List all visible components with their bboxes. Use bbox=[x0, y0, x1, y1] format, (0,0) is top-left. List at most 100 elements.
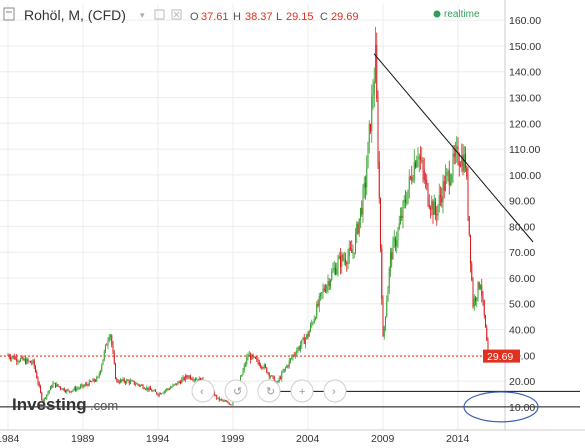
candle-body bbox=[392, 240, 394, 260]
candle-body bbox=[62, 388, 64, 390]
candle-body bbox=[156, 392, 158, 395]
candle-body bbox=[397, 229, 399, 241]
reset-icon[interactable]: ↻ bbox=[257, 379, 281, 403]
candle-body bbox=[131, 380, 133, 382]
candle-body bbox=[177, 381, 179, 385]
candle-body bbox=[345, 259, 346, 264]
candle-body bbox=[485, 315, 486, 328]
candle-body bbox=[425, 179, 426, 181]
candle-body bbox=[53, 382, 55, 384]
candle-body bbox=[71, 390, 73, 393]
x-tick-label: 2014 bbox=[446, 433, 470, 445]
forward-icon[interactable]: › bbox=[323, 379, 347, 403]
candle-body bbox=[426, 179, 428, 185]
candle-body bbox=[407, 189, 409, 203]
zoom-in-icon[interactable]: + bbox=[290, 379, 314, 403]
candle-body bbox=[260, 365, 261, 367]
candle-body bbox=[272, 375, 274, 377]
candle-body bbox=[158, 393, 160, 396]
rewind-icon[interactable]: ↺ bbox=[224, 379, 248, 403]
candle-body bbox=[122, 378, 124, 381]
candle-body bbox=[163, 391, 165, 393]
candle-body bbox=[113, 352, 115, 364]
candle-body bbox=[116, 378, 118, 381]
candle-body bbox=[325, 290, 326, 292]
candle-body bbox=[363, 182, 365, 189]
candle-body bbox=[290, 358, 291, 361]
candle-body bbox=[368, 123, 370, 143]
candle-body bbox=[190, 375, 191, 379]
candle-body bbox=[222, 399, 224, 401]
candle-body bbox=[360, 208, 361, 219]
candle-body bbox=[315, 317, 316, 319]
zoom-out-icon[interactable]: ‹ bbox=[191, 379, 215, 403]
realtime-status-text: realtime bbox=[444, 9, 480, 20]
candle-body bbox=[293, 354, 295, 356]
candle-body bbox=[417, 159, 419, 161]
candle-body bbox=[465, 154, 466, 168]
title-dropdown-icon[interactable]: ▾ bbox=[140, 10, 145, 20]
candle-body bbox=[480, 285, 481, 289]
candle-body bbox=[281, 372, 283, 379]
candle-body bbox=[470, 234, 471, 264]
candle-body bbox=[243, 365, 245, 371]
candle-body bbox=[75, 387, 76, 391]
candle-body bbox=[186, 375, 188, 378]
candle-body bbox=[253, 356, 255, 358]
candle-body bbox=[298, 347, 300, 350]
candle-body bbox=[332, 269, 334, 273]
candle-body bbox=[27, 358, 29, 362]
settings-icon[interactable] bbox=[154, 9, 165, 20]
candle-body bbox=[60, 386, 61, 389]
candle-body bbox=[466, 167, 468, 177]
candle-body bbox=[321, 292, 323, 294]
ohlc-low-label: L bbox=[276, 11, 282, 23]
candle-body bbox=[135, 384, 136, 386]
candle-body bbox=[175, 383, 176, 385]
candle-body bbox=[435, 201, 436, 214]
chart-icon bbox=[3, 7, 15, 21]
candle-body bbox=[486, 327, 488, 341]
candle-body bbox=[16, 357, 18, 362]
candle-body bbox=[77, 388, 79, 389]
candle-body bbox=[85, 383, 86, 386]
candle-body bbox=[50, 386, 51, 391]
candle-body bbox=[225, 400, 226, 402]
candle-body bbox=[362, 188, 364, 215]
chart-title: Rohöl, M, (CFD) bbox=[24, 7, 126, 23]
candle-body bbox=[317, 303, 319, 306]
candle-body bbox=[245, 363, 246, 366]
candle-body bbox=[463, 154, 465, 172]
candle-body bbox=[477, 282, 479, 298]
candle-body bbox=[92, 378, 94, 382]
candle-body bbox=[146, 387, 148, 390]
candle-body bbox=[286, 365, 288, 368]
candle-body bbox=[353, 252, 355, 254]
candle-body bbox=[155, 390, 156, 393]
candle-body bbox=[391, 252, 393, 260]
candle-body bbox=[15, 357, 16, 360]
candle-body bbox=[226, 401, 228, 403]
candle-body bbox=[33, 360, 35, 367]
candle-body bbox=[268, 372, 270, 377]
candle-body bbox=[102, 359, 104, 365]
candle-body bbox=[111, 335, 113, 345]
y-tick-label: 80.00 bbox=[509, 221, 535, 233]
candle-body bbox=[66, 389, 68, 392]
candle-body bbox=[127, 379, 129, 381]
y-tick-label: 150.00 bbox=[509, 41, 541, 53]
candle-body bbox=[133, 381, 135, 385]
candle-body bbox=[166, 388, 168, 391]
chart-header: Rohöl, M, (CFD) ▾ O 37.61 H 38.37 L 29.1… bbox=[3, 7, 480, 23]
candle-body bbox=[285, 367, 286, 369]
candle-body bbox=[462, 155, 464, 172]
y-tick-label: 20.00 bbox=[509, 376, 535, 388]
candle-body bbox=[348, 247, 350, 256]
candle-body bbox=[456, 146, 458, 150]
candle-body bbox=[473, 298, 475, 307]
candle-body bbox=[292, 354, 294, 358]
candle-body bbox=[398, 223, 400, 230]
close-icon[interactable] bbox=[171, 9, 182, 20]
candle-body bbox=[438, 194, 440, 206]
